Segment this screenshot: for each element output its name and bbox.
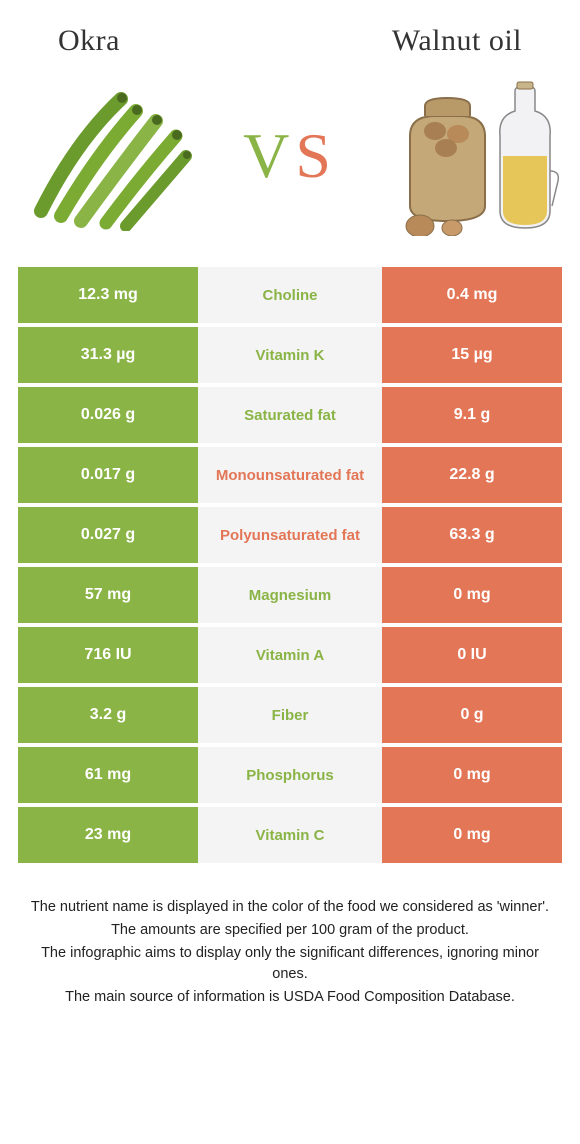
nutrient-row: 0.027 gPolyunsaturated fat63.3 g — [18, 507, 562, 563]
nutrient-row: 12.3 mgCholine0.4 mg — [18, 267, 562, 323]
nutrient-table: 12.3 mgCholine0.4 mg31.3 µgVitamin K15 µ… — [18, 267, 562, 863]
value-right: 15 µg — [382, 327, 562, 383]
food-name-left: Okra — [58, 24, 120, 58]
vs-v: V — [243, 120, 295, 191]
value-right: 0 mg — [382, 747, 562, 803]
value-left: 31.3 µg — [18, 327, 198, 383]
nutrient-label: Vitamin C — [198, 807, 382, 863]
nutrient-label: Polyunsaturated fat — [198, 507, 382, 563]
value-left: 61 mg — [18, 747, 198, 803]
walnut-oil-image — [377, 73, 562, 238]
vs-row: VS — [18, 68, 562, 243]
nutrient-label: Choline — [198, 267, 382, 323]
nutrient-row: 0.026 gSaturated fat9.1 g — [18, 387, 562, 443]
value-left: 3.2 g — [18, 687, 198, 743]
value-left: 23 mg — [18, 807, 198, 863]
footnote-line: The nutrient name is displayed in the co… — [28, 897, 552, 918]
nutrient-label: Magnesium — [198, 567, 382, 623]
footnotes: The nutrient name is displayed in the co… — [18, 897, 562, 1008]
value-right: 9.1 g — [382, 387, 562, 443]
value-left: 57 mg — [18, 567, 198, 623]
nutrient-label: Phosphorus — [198, 747, 382, 803]
footnote-line: The amounts are specified per 100 gram o… — [28, 920, 552, 941]
walnut-oil-icon — [380, 76, 560, 236]
nutrient-row: 3.2 gFiber0 g — [18, 687, 562, 743]
value-right: 0 mg — [382, 807, 562, 863]
value-left: 0.027 g — [18, 507, 198, 563]
value-right: 0 IU — [382, 627, 562, 683]
value-right: 0 mg — [382, 567, 562, 623]
footnote-line: The main source of information is USDA F… — [28, 987, 552, 1008]
value-right: 0.4 mg — [382, 267, 562, 323]
value-right: 63.3 g — [382, 507, 562, 563]
value-right: 0 g — [382, 687, 562, 743]
nutrient-label: Fiber — [198, 687, 382, 743]
vs-s: S — [295, 120, 337, 191]
value-left: 0.026 g — [18, 387, 198, 443]
food-name-right: Walnut oil — [392, 24, 522, 58]
header: Okra Walnut oil — [18, 20, 562, 68]
value-left: 0.017 g — [18, 447, 198, 503]
nutrient-row: 57 mgMagnesium0 mg — [18, 567, 562, 623]
nutrient-label: Monounsaturated fat — [198, 447, 382, 503]
nutrient-row: 61 mgPhosphorus0 mg — [18, 747, 562, 803]
nutrient-label: Vitamin K — [198, 327, 382, 383]
nutrient-label: Saturated fat — [198, 387, 382, 443]
value-right: 22.8 g — [382, 447, 562, 503]
value-left: 716 IU — [18, 627, 198, 683]
okra-image — [18, 73, 203, 238]
infographic-container: Okra Walnut oil VS — [0, 0, 580, 1008]
nutrient-label: Vitamin A — [198, 627, 382, 683]
nutrient-row: 716 IUVitamin A0 IU — [18, 627, 562, 683]
footnote-line: The infographic aims to display only the… — [28, 943, 552, 985]
value-left: 12.3 mg — [18, 267, 198, 323]
nutrient-row: 31.3 µgVitamin K15 µg — [18, 327, 562, 383]
nutrient-row: 0.017 gMonounsaturated fat22.8 g — [18, 447, 562, 503]
okra-icon — [26, 81, 196, 231]
nutrient-row: 23 mgVitamin C0 mg — [18, 807, 562, 863]
vs-label: VS — [243, 124, 337, 188]
